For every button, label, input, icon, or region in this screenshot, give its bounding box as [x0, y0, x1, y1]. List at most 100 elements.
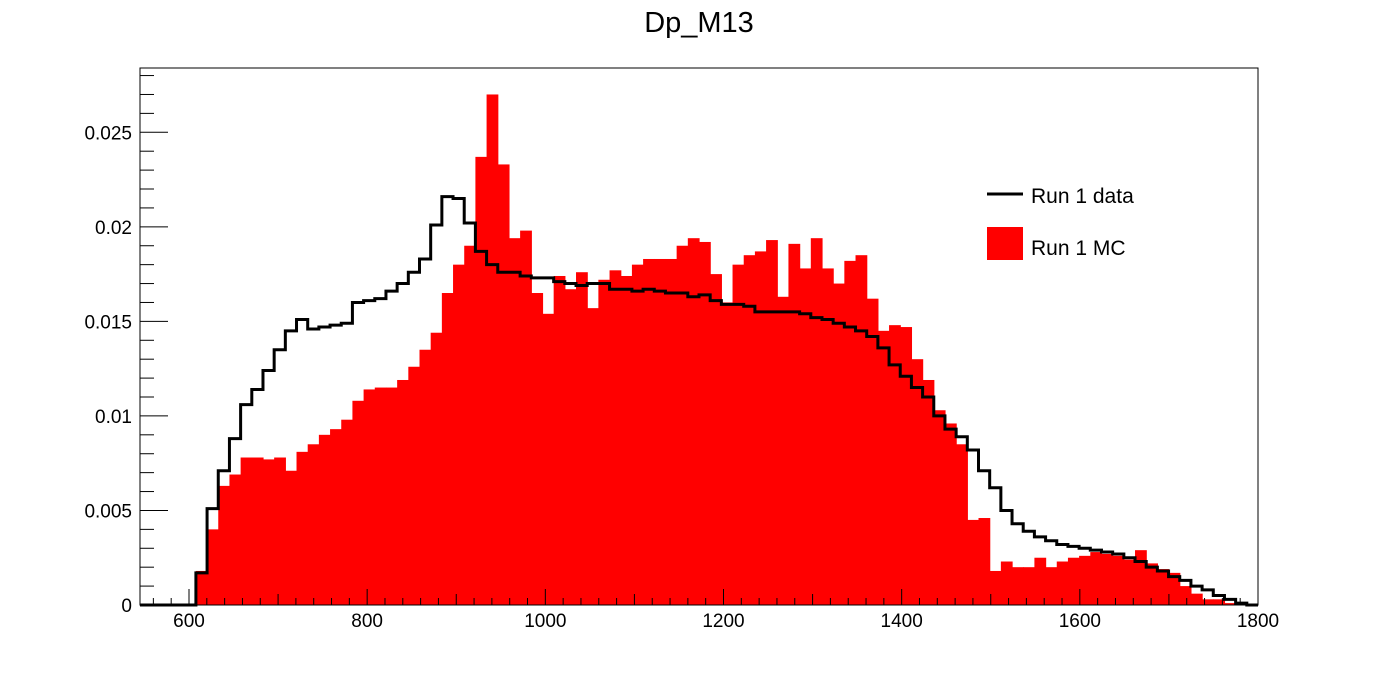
mc-bar: [1034, 557, 1047, 605]
mc-bar: [743, 255, 756, 605]
mc-bar: [665, 258, 678, 605]
x-tick-label: 1600: [1059, 611, 1101, 632]
mc-bar: [643, 258, 655, 605]
mc-bar: [385, 387, 398, 605]
mc-bar: [1202, 599, 1214, 605]
mc-bar: [766, 240, 778, 605]
mc-bar: [1079, 555, 1091, 605]
mc-bar: [1168, 572, 1181, 605]
mc-bar: [1012, 567, 1024, 605]
mc-bar: [967, 519, 980, 605]
mc-bar: [1146, 563, 1158, 605]
mc-bar: [933, 410, 946, 605]
mc-bar: [754, 251, 767, 605]
y-tick-label: 0.015: [84, 312, 132, 333]
mc-bar: [363, 389, 376, 605]
mc-histogram-bars: [195, 94, 1237, 606]
mc-bar: [251, 457, 264, 605]
mc-bar: [508, 238, 521, 605]
mc-bar: [699, 241, 711, 605]
mc-bar: [1190, 593, 1203, 605]
x-tick-label: 600: [173, 611, 205, 632]
mc-bar: [307, 444, 320, 605]
mc-bar: [520, 230, 532, 606]
legend-mc-label: Run 1 MC: [1031, 237, 1126, 260]
mc-bar: [1056, 561, 1069, 605]
mc-bar: [956, 444, 968, 605]
mc-bar: [240, 457, 253, 605]
mc-bar: [687, 238, 700, 605]
mc-bar: [944, 423, 957, 605]
mc-bar: [631, 264, 644, 605]
y-tick-label: 0.025: [84, 123, 132, 144]
mc-bar: [598, 279, 611, 605]
x-axis: 600 800 1000 1200 1400 1600 1800: [152, 589, 1279, 632]
mc-bar: [788, 243, 801, 605]
mc-bar: [777, 296, 790, 605]
y-tick-label: 0.005: [84, 501, 132, 522]
chart-title: Dp_M13: [644, 7, 754, 39]
mc-bar: [318, 434, 331, 605]
mc-bar: [464, 245, 476, 606]
mc-bar: [721, 302, 734, 605]
mc-bar: [1090, 552, 1103, 605]
mc-bar: [262, 459, 275, 605]
mc-bar: [889, 325, 901, 605]
mc-bar: [374, 387, 387, 605]
mc-bar: [1135, 550, 1147, 605]
mc-bar: [229, 474, 242, 605]
mc-bar: [855, 255, 868, 605]
mc-bar: [1101, 553, 1114, 605]
mc-bar: [587, 308, 599, 605]
mc-bar: [1067, 557, 1080, 605]
mc-bar: [576, 272, 588, 605]
mc-bar: [564, 289, 577, 605]
mc-bar: [430, 332, 443, 605]
mc-bar: [844, 260, 857, 605]
mc-bar: [285, 470, 298, 605]
mc-bar: [531, 293, 544, 605]
plot-frame: [139, 67, 1259, 606]
mc-bar: [900, 327, 913, 605]
x-tick-label: 1400: [881, 611, 923, 632]
mc-bar: [408, 366, 421, 605]
mc-bar: [1157, 569, 1170, 605]
mc-bar: [542, 313, 555, 605]
mc-bar: [1000, 561, 1013, 605]
mc-bar: [397, 379, 409, 605]
mc-bar: [553, 275, 566, 605]
mc-bar: [866, 298, 879, 605]
mc-bar: [296, 451, 309, 605]
data-histogram-line: [140, 195, 1258, 607]
mc-bar: [419, 349, 432, 605]
mc-bar: [732, 264, 745, 605]
legend-data-label: Run 1 data: [1031, 185, 1134, 208]
mc-bar: [207, 529, 219, 605]
mc-bar: [1023, 567, 1035, 605]
x-tick-label: 1000: [524, 611, 566, 632]
y-tick-label: 0.01: [95, 407, 132, 428]
mc-bar: [195, 570, 208, 605]
y-axis: 0 0.005 0.01 0.015 0.02 0.025: [84, 75, 168, 617]
mc-bar: [989, 570, 1002, 605]
y-tick-label: 0: [121, 596, 132, 617]
mc-bar: [497, 164, 510, 605]
mc-bar: [609, 270, 622, 605]
mc-bar: [877, 330, 890, 605]
legend-mc-swatch: [987, 227, 1023, 260]
mc-bar: [475, 156, 488, 605]
mc-bar: [486, 94, 499, 605]
x-tick-label: 800: [351, 611, 383, 632]
mc-bar: [922, 379, 935, 605]
y-tick-label: 0.02: [95, 218, 132, 239]
mc-bar: [1224, 603, 1237, 605]
mc-bar: [1179, 586, 1192, 605]
mc-bar: [620, 275, 633, 605]
x-tick-label: 1200: [702, 611, 744, 632]
x-tick-label: 1800: [1237, 611, 1279, 632]
mc-bar: [453, 264, 465, 605]
mc-bar: [1045, 567, 1058, 605]
mc-bar: [676, 245, 689, 606]
mc-bar: [911, 359, 924, 605]
